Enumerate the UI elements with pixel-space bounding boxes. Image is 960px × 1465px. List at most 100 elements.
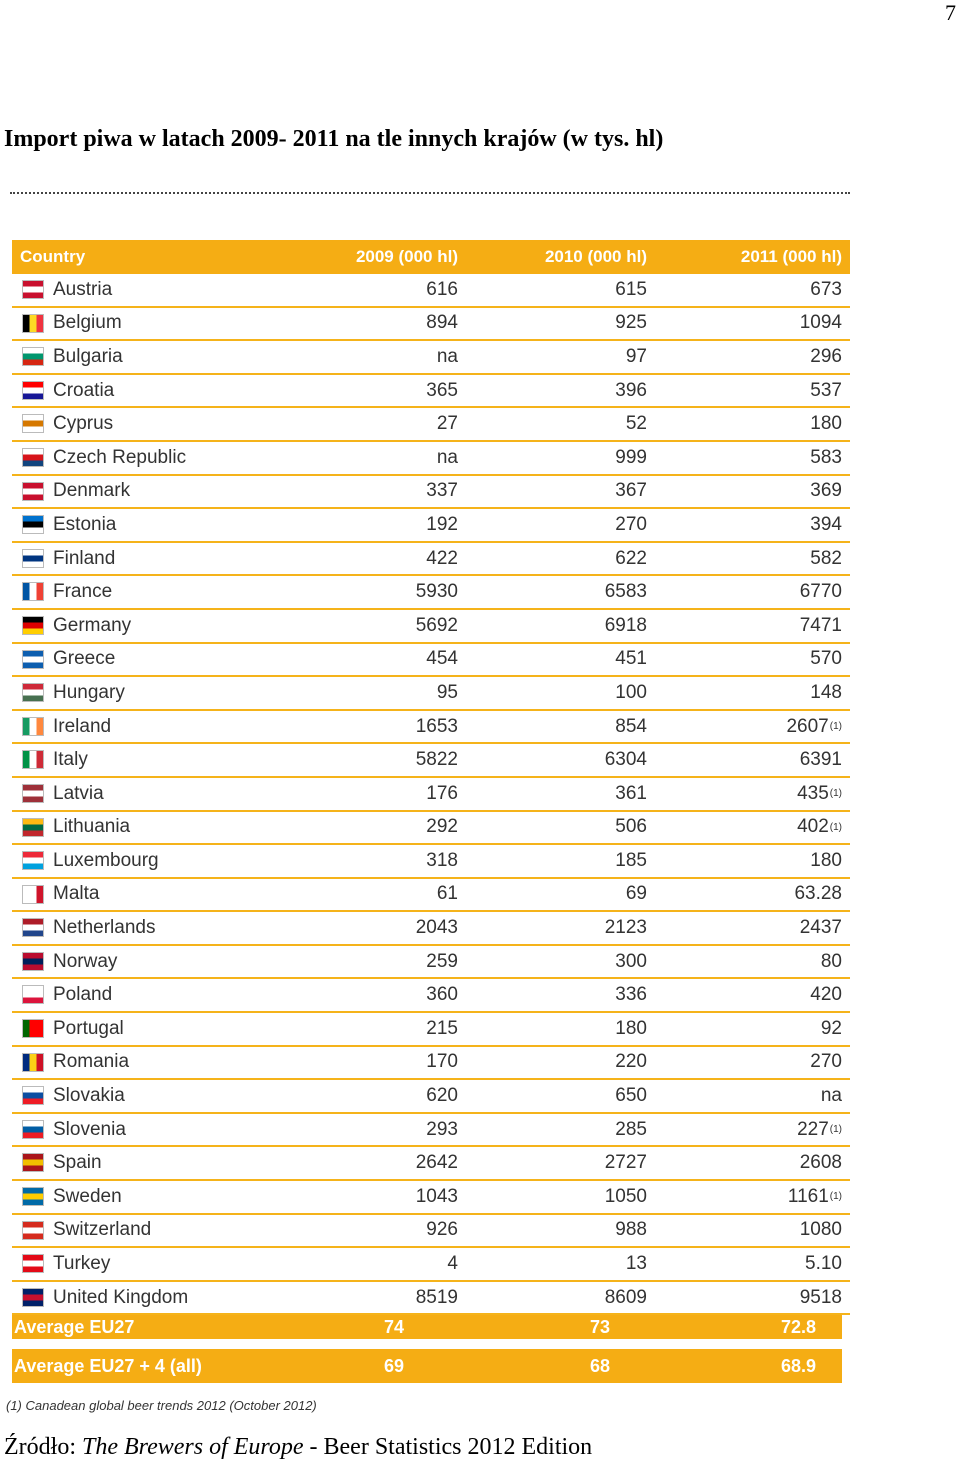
average-2009: 74 [383, 1316, 404, 1337]
country-name-text: Switzerland [53, 1219, 152, 1241]
average-eu27-row: Average EU27 74 73 72.8 [12, 1315, 842, 1340]
value-2010-text: 854 [615, 715, 647, 737]
value-2009: 894 [426, 308, 458, 340]
value-2010: 367 [615, 476, 647, 508]
flag-icon [22, 851, 44, 871]
value-2010: 1050 [605, 1181, 647, 1213]
flag-icon [22, 615, 44, 635]
value-2011: 80 [821, 946, 842, 978]
value-2010-text: 69 [625, 883, 647, 905]
country-name-text: Estonia [53, 513, 117, 535]
country-name-text: Sweden [53, 1185, 122, 1207]
value-2009: 176 [426, 778, 458, 810]
value-2010-text: 988 [615, 1219, 647, 1241]
value-2009: 926 [426, 1215, 458, 1247]
country-name-text: Turkey [53, 1253, 111, 1275]
flag-icon [22, 884, 44, 904]
value-2011-text: 435 [797, 782, 829, 804]
value-2011-text: na [820, 1085, 842, 1107]
average-2011: 68.9 [780, 1355, 816, 1376]
country-name-text: Belgium [53, 312, 122, 334]
value-2011: 6770 [800, 576, 842, 608]
country-name-text: Denmark [53, 480, 131, 502]
flag-icon [22, 515, 44, 535]
value-2011: 148 [810, 677, 842, 709]
country-name: Netherlands [53, 912, 155, 944]
value-2011-text: 1094 [799, 312, 842, 334]
value-2009: 293 [426, 1114, 458, 1146]
value-2011: 537 [810, 375, 842, 407]
flag-icon [22, 1119, 44, 1139]
value-2011-text: 420 [810, 984, 842, 1006]
value-2010: 336 [615, 979, 647, 1011]
value-2009: 2642 [416, 1147, 458, 1179]
value-2009-text: 293 [426, 1118, 458, 1140]
value-2011: 7471 [800, 610, 842, 642]
value-2011: 583 [810, 442, 842, 474]
value-2011-text: 180 [810, 413, 842, 435]
value-2009: 95 [437, 677, 458, 709]
value-2009: 5930 [416, 576, 458, 608]
flag-icon [22, 1086, 44, 1106]
value-2009-text: na [436, 446, 458, 468]
value-2010-text: 100 [615, 681, 647, 703]
value-2009: 337 [426, 476, 458, 508]
value-2011-text: 2608 [799, 1152, 842, 1174]
country-name: Slovenia [53, 1114, 126, 1146]
country-name: Finland [53, 543, 115, 575]
value-2011-text: 582 [810, 547, 842, 569]
value-2010: 396 [615, 375, 647, 407]
country-name: Switzerland [53, 1215, 151, 1247]
value-2010-text: 451 [615, 648, 647, 670]
value-2010-text: 2123 [604, 917, 647, 939]
source-caption: Źródło: The Brewers of Europe - Beer Sta… [4, 1434, 592, 1461]
table-row: Estonia 192 270 394 [12, 509, 850, 543]
value-2010: 52 [626, 408, 647, 440]
value-2011-text: 1161 [787, 1185, 829, 1207]
value-2011: 402 (1) [797, 812, 842, 844]
value-2009: 365 [426, 375, 458, 407]
table-row: Portugal 215 180 92 [12, 1013, 850, 1047]
flag-icon [22, 649, 44, 669]
footnote-marker: (1) [829, 721, 842, 733]
flag-icon [22, 280, 44, 299]
country-name: Turkey [53, 1248, 110, 1280]
value-2011: 180 [810, 408, 842, 440]
table-row: Bulgaria na 97 296 [12, 341, 850, 375]
value-2009-text: 292 [426, 816, 458, 838]
value-2009: 4 [447, 1248, 458, 1280]
value-2009-text: 1043 [415, 1185, 458, 1207]
country-name: Norway [53, 946, 117, 978]
value-2009-text: 616 [426, 278, 458, 300]
value-2010: 180 [615, 1013, 647, 1045]
flag-icon [22, 1287, 44, 1307]
flag-icon [22, 481, 44, 501]
country-name: Austria [53, 274, 112, 306]
country-name: Greece [53, 644, 115, 676]
country-name: Lithuania [53, 812, 130, 844]
value-2009-text: 27 [436, 413, 458, 435]
value-2011-text: 537 [810, 379, 842, 401]
value-2011-text: 227 [797, 1118, 829, 1140]
flag-icon [22, 716, 44, 736]
value-2010-text: 97 [625, 345, 647, 367]
country-name-text: Greece [53, 648, 116, 670]
table-row: Greece 454 451 570 [12, 644, 850, 678]
value-2009: 2043 [416, 912, 458, 944]
country-name: Belgium [53, 308, 122, 340]
table-row: Ireland 1653 854 2607 (1) [12, 711, 850, 745]
page-title: Import piwa w latach 2009- 2011 na tle i… [4, 126, 664, 152]
value-2011-text: 2437 [799, 917, 842, 939]
country-name: Estonia [53, 509, 116, 541]
table-row: Denmark 337 367 369 [12, 476, 850, 510]
flag-icon [22, 447, 44, 467]
value-2011: 296 [810, 341, 842, 373]
value-2009: 259 [426, 946, 458, 978]
value-2011-text: 2607 [786, 715, 829, 737]
country-name: Luxembourg [53, 845, 159, 877]
country-name-text: Bulgaria [53, 345, 123, 367]
value-2010: 8609 [605, 1282, 647, 1314]
flag-icon [22, 548, 44, 568]
table-row: United Kingdom 8519 8609 9518 [12, 1282, 850, 1316]
table-row: Italy 5822 6304 6391 [12, 744, 850, 778]
